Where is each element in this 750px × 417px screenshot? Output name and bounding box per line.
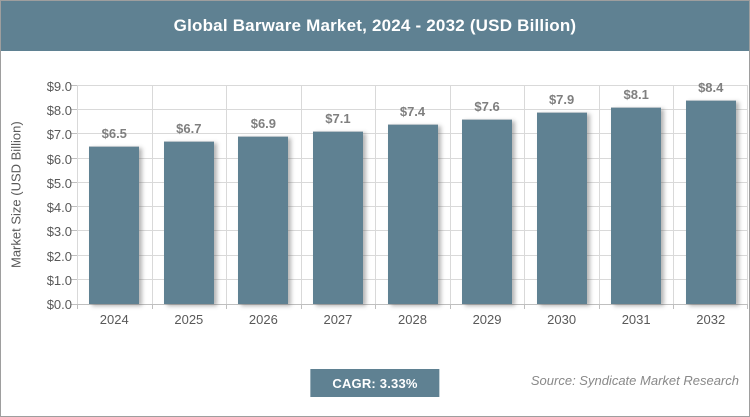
bar-value-label: $8.1 <box>623 86 649 102</box>
bar-2026 <box>238 135 289 304</box>
gridline-y <box>77 304 748 305</box>
x-tick-mark <box>77 304 78 309</box>
y-tick-mark <box>71 109 77 111</box>
x-category-label: 2032 <box>696 312 726 327</box>
x-tick-mark <box>524 304 525 309</box>
bar-2030 <box>536 111 587 304</box>
x-category-label: 2025 <box>174 312 204 327</box>
gridline-y <box>77 109 748 111</box>
bar-value-label: $7.9 <box>548 91 575 107</box>
gridline-x <box>301 86 302 304</box>
bar-2031 <box>611 106 662 304</box>
chart-title: Global Barware Market, 2024 - 2032 (USD … <box>173 16 577 35</box>
gridline-x <box>77 86 78 304</box>
x-tick-mark <box>673 304 674 309</box>
y-tick-label: $0.0 <box>46 297 72 312</box>
bar-value-label: $6.5 <box>101 125 127 141</box>
plot-area: $6.5 $6.7 $6.9 $7.1 $7.4 $7.6 $7.9 $8.1 $8.4 <box>71 80 748 309</box>
cagr-badge: CAGR: 3.33% <box>310 369 440 397</box>
bar-value-label: $7.6 <box>474 98 500 114</box>
y-tick-label: $2.0 <box>46 248 72 264</box>
y-tick-mark <box>71 85 77 86</box>
bar-2027 <box>312 131 363 304</box>
x-tick-mark <box>226 304 227 309</box>
y-tick-label: $4.0 <box>46 200 72 216</box>
gridline-x <box>524 86 525 304</box>
y-tick-label: $6.0 <box>46 151 72 167</box>
bar-2028 <box>387 123 438 304</box>
y-tick-label: $3.0 <box>46 224 72 240</box>
chart-title-bar: Global Barware Market, 2024 - 2032 (USD … <box>1 1 749 51</box>
y-tick-label: $7.0 <box>46 127 72 143</box>
bar-value-label: $7.4 <box>399 103 426 119</box>
y-tick-mark <box>71 133 77 135</box>
bar-2032 <box>685 99 736 304</box>
x-category-label: 2029 <box>472 312 502 327</box>
x-category-label: 2031 <box>621 312 651 327</box>
x-category-label: 2026 <box>248 312 278 327</box>
x-tick-mark <box>152 304 153 309</box>
source-attribution: Source: Syndicate Market Research <box>530 373 739 388</box>
bar-value-label: $6.9 <box>250 115 277 131</box>
gridline-x <box>673 86 674 304</box>
y-tick-label: $9.0 <box>46 79 72 94</box>
y-tick-mark <box>71 304 77 305</box>
y-axis-title: Market Size (USD Billion) <box>8 121 24 269</box>
gridline-y <box>77 85 748 86</box>
x-tick-mark <box>301 304 302 309</box>
y-tick-label: $8.0 <box>46 103 72 119</box>
bar-value-label: $8.4 <box>698 79 724 95</box>
x-tick-mark <box>375 304 376 309</box>
bar-2024 <box>89 145 140 304</box>
gridline-x <box>747 86 748 304</box>
bar-2025 <box>163 140 214 304</box>
y-tick-mark <box>71 278 77 280</box>
x-category-label: 2027 <box>323 312 353 327</box>
x-category-label: 2024 <box>99 312 129 327</box>
bar-value-label: $7.1 <box>325 111 351 127</box>
y-tick-mark <box>71 157 77 159</box>
y-tick-mark <box>71 230 77 232</box>
x-category-label: 2028 <box>398 312 427 327</box>
gridline-x <box>226 86 227 304</box>
bar-value-label: $6.7 <box>176 120 202 136</box>
x-tick-mark <box>599 304 600 309</box>
gridline-x <box>599 86 600 304</box>
x-tick-mark <box>450 304 451 309</box>
y-tick-mark <box>71 181 77 183</box>
gridline-x <box>152 86 153 304</box>
gridline-x <box>450 86 451 304</box>
bar-2029 <box>462 118 513 304</box>
y-tick-mark <box>71 206 77 208</box>
y-tick-label: $1.0 <box>46 272 72 288</box>
x-category-label: 2030 <box>547 312 577 327</box>
x-tick-mark <box>747 304 748 309</box>
y-tick-label: $5.0 <box>46 175 72 191</box>
y-tick-mark <box>71 254 77 256</box>
gridline-x <box>375 86 376 304</box>
